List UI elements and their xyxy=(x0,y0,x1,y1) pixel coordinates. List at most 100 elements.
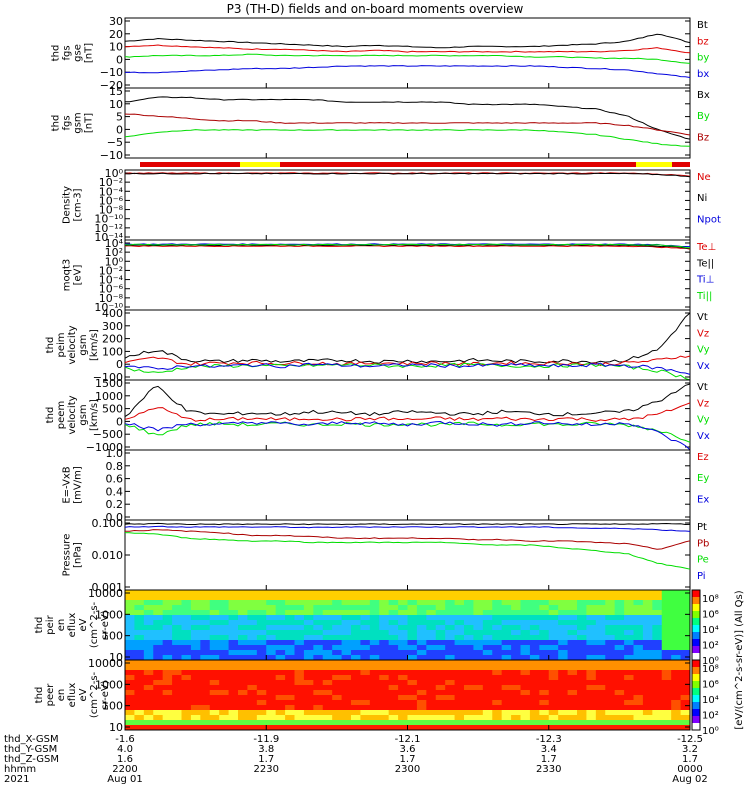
heatmap-cell xyxy=(624,680,634,686)
heatmap-cell xyxy=(624,665,634,671)
heatmap-cell xyxy=(313,675,324,681)
heatmap-cell xyxy=(332,630,343,636)
heatmap-cell xyxy=(228,635,239,641)
heatmap-cell xyxy=(332,720,343,726)
heatmap-cell xyxy=(586,710,597,716)
y-tick-label: 10⁻¹⁰ xyxy=(94,213,123,226)
heatmap-cell xyxy=(548,695,559,701)
heatmap-cell xyxy=(586,640,597,646)
y-tick-label: 0.100 xyxy=(92,517,124,530)
y-tick-label: 100 xyxy=(102,630,123,643)
heatmap-cell xyxy=(548,615,559,621)
heatmap-cell xyxy=(341,610,352,616)
y-tick-label: 10 xyxy=(109,41,123,54)
mode-bar-segment xyxy=(140,162,240,167)
heatmap-cell xyxy=(492,675,503,681)
heatmap-cell xyxy=(256,640,267,646)
heatmap-cell xyxy=(200,615,211,621)
heatmap-cell xyxy=(529,635,540,641)
heatmap-cell xyxy=(661,650,672,656)
heatmap-cell xyxy=(529,605,540,611)
heatmap-cell xyxy=(492,685,503,691)
heatmap-cell xyxy=(426,645,437,651)
heatmap-cell xyxy=(162,705,173,711)
legend-entry: Vt xyxy=(697,312,708,323)
heatmap-cell xyxy=(294,675,305,681)
heatmap-cell xyxy=(567,645,578,651)
heatmap-cell xyxy=(181,630,192,636)
heatmap-cell xyxy=(256,675,267,681)
heatmap-cell xyxy=(633,640,644,646)
heatmap-cell xyxy=(671,615,682,621)
heatmap-cell xyxy=(398,590,408,596)
heatmap-cell xyxy=(313,715,324,721)
heatmap-cell xyxy=(633,690,644,696)
heatmap-cell xyxy=(642,620,653,626)
heatmap-cell xyxy=(407,600,418,606)
y-axis-label: velocity xyxy=(67,325,78,364)
heatmap-cell xyxy=(511,705,521,711)
heatmap-cell xyxy=(529,725,540,731)
y-tick-label: 10⁻¹⁰ xyxy=(94,301,123,314)
heatmap-cell xyxy=(172,725,182,731)
heatmap-cell xyxy=(285,590,295,596)
heatmap-cell xyxy=(388,665,399,671)
heatmap-cell xyxy=(577,620,587,626)
mode-bar-segment xyxy=(240,162,280,167)
heatmap-cell xyxy=(520,655,531,661)
heatmap-cell xyxy=(134,725,145,731)
heatmap-cell xyxy=(501,695,512,701)
y-axis-label: [mV/m] xyxy=(73,466,84,504)
heatmap-cell xyxy=(200,600,211,606)
heatmap-cell xyxy=(520,635,531,641)
heatmap-cell xyxy=(595,670,606,676)
heatmap-cell xyxy=(548,630,559,636)
heatmap-cell xyxy=(360,650,371,656)
heatmap-cell xyxy=(454,650,465,656)
heatmap-cell xyxy=(520,715,531,721)
heatmap-cell xyxy=(228,725,239,731)
heatmap-cell xyxy=(407,695,418,701)
heatmap-cell xyxy=(294,710,305,716)
heatmap-cell xyxy=(605,605,616,611)
heatmap-cell xyxy=(445,610,456,616)
heatmap-cell xyxy=(445,720,456,726)
heatmap-cell xyxy=(247,595,258,601)
heatmap-cell xyxy=(303,705,314,711)
heatmap-cell xyxy=(369,660,380,666)
heatmap-cell xyxy=(285,665,295,671)
heatmap-cell xyxy=(181,605,192,611)
heatmap-cell xyxy=(416,650,427,656)
heatmap-cell xyxy=(303,665,314,671)
heatmap-cell xyxy=(642,680,653,686)
heatmap-cell xyxy=(379,600,390,606)
heatmap-cell xyxy=(595,685,606,691)
heatmap-cell xyxy=(351,720,361,726)
y-tick-label: 10⁻⁸ xyxy=(99,204,124,217)
heatmap-cell xyxy=(219,660,230,666)
heatmap-cell xyxy=(275,710,286,716)
heatmap-cell xyxy=(266,700,277,706)
heatmap-cell xyxy=(332,620,343,626)
heatmap-cell xyxy=(256,630,267,636)
heatmap-cell xyxy=(219,630,230,636)
heatmap-cell xyxy=(445,650,456,656)
y-tick-label: −5 xyxy=(107,136,123,149)
heatmap-cell xyxy=(125,615,135,621)
colorbar-swatch xyxy=(692,723,700,731)
heatmap-cell xyxy=(520,610,531,616)
heatmap-cell xyxy=(652,720,663,726)
heatmap-cell xyxy=(181,590,192,596)
heatmap-cell xyxy=(454,720,465,726)
heatmap-cell xyxy=(266,690,277,696)
heatmap-cell xyxy=(351,640,361,646)
heatmap-cell xyxy=(266,630,277,636)
heatmap-cell xyxy=(661,620,672,626)
panel-frame xyxy=(124,169,691,241)
heatmap-cell xyxy=(256,595,267,601)
heatmap-cell xyxy=(294,610,305,616)
heatmap-cell xyxy=(577,660,587,666)
heatmap-cell xyxy=(426,670,437,676)
heatmap-cell xyxy=(266,670,277,676)
heatmap-cell xyxy=(426,660,437,666)
